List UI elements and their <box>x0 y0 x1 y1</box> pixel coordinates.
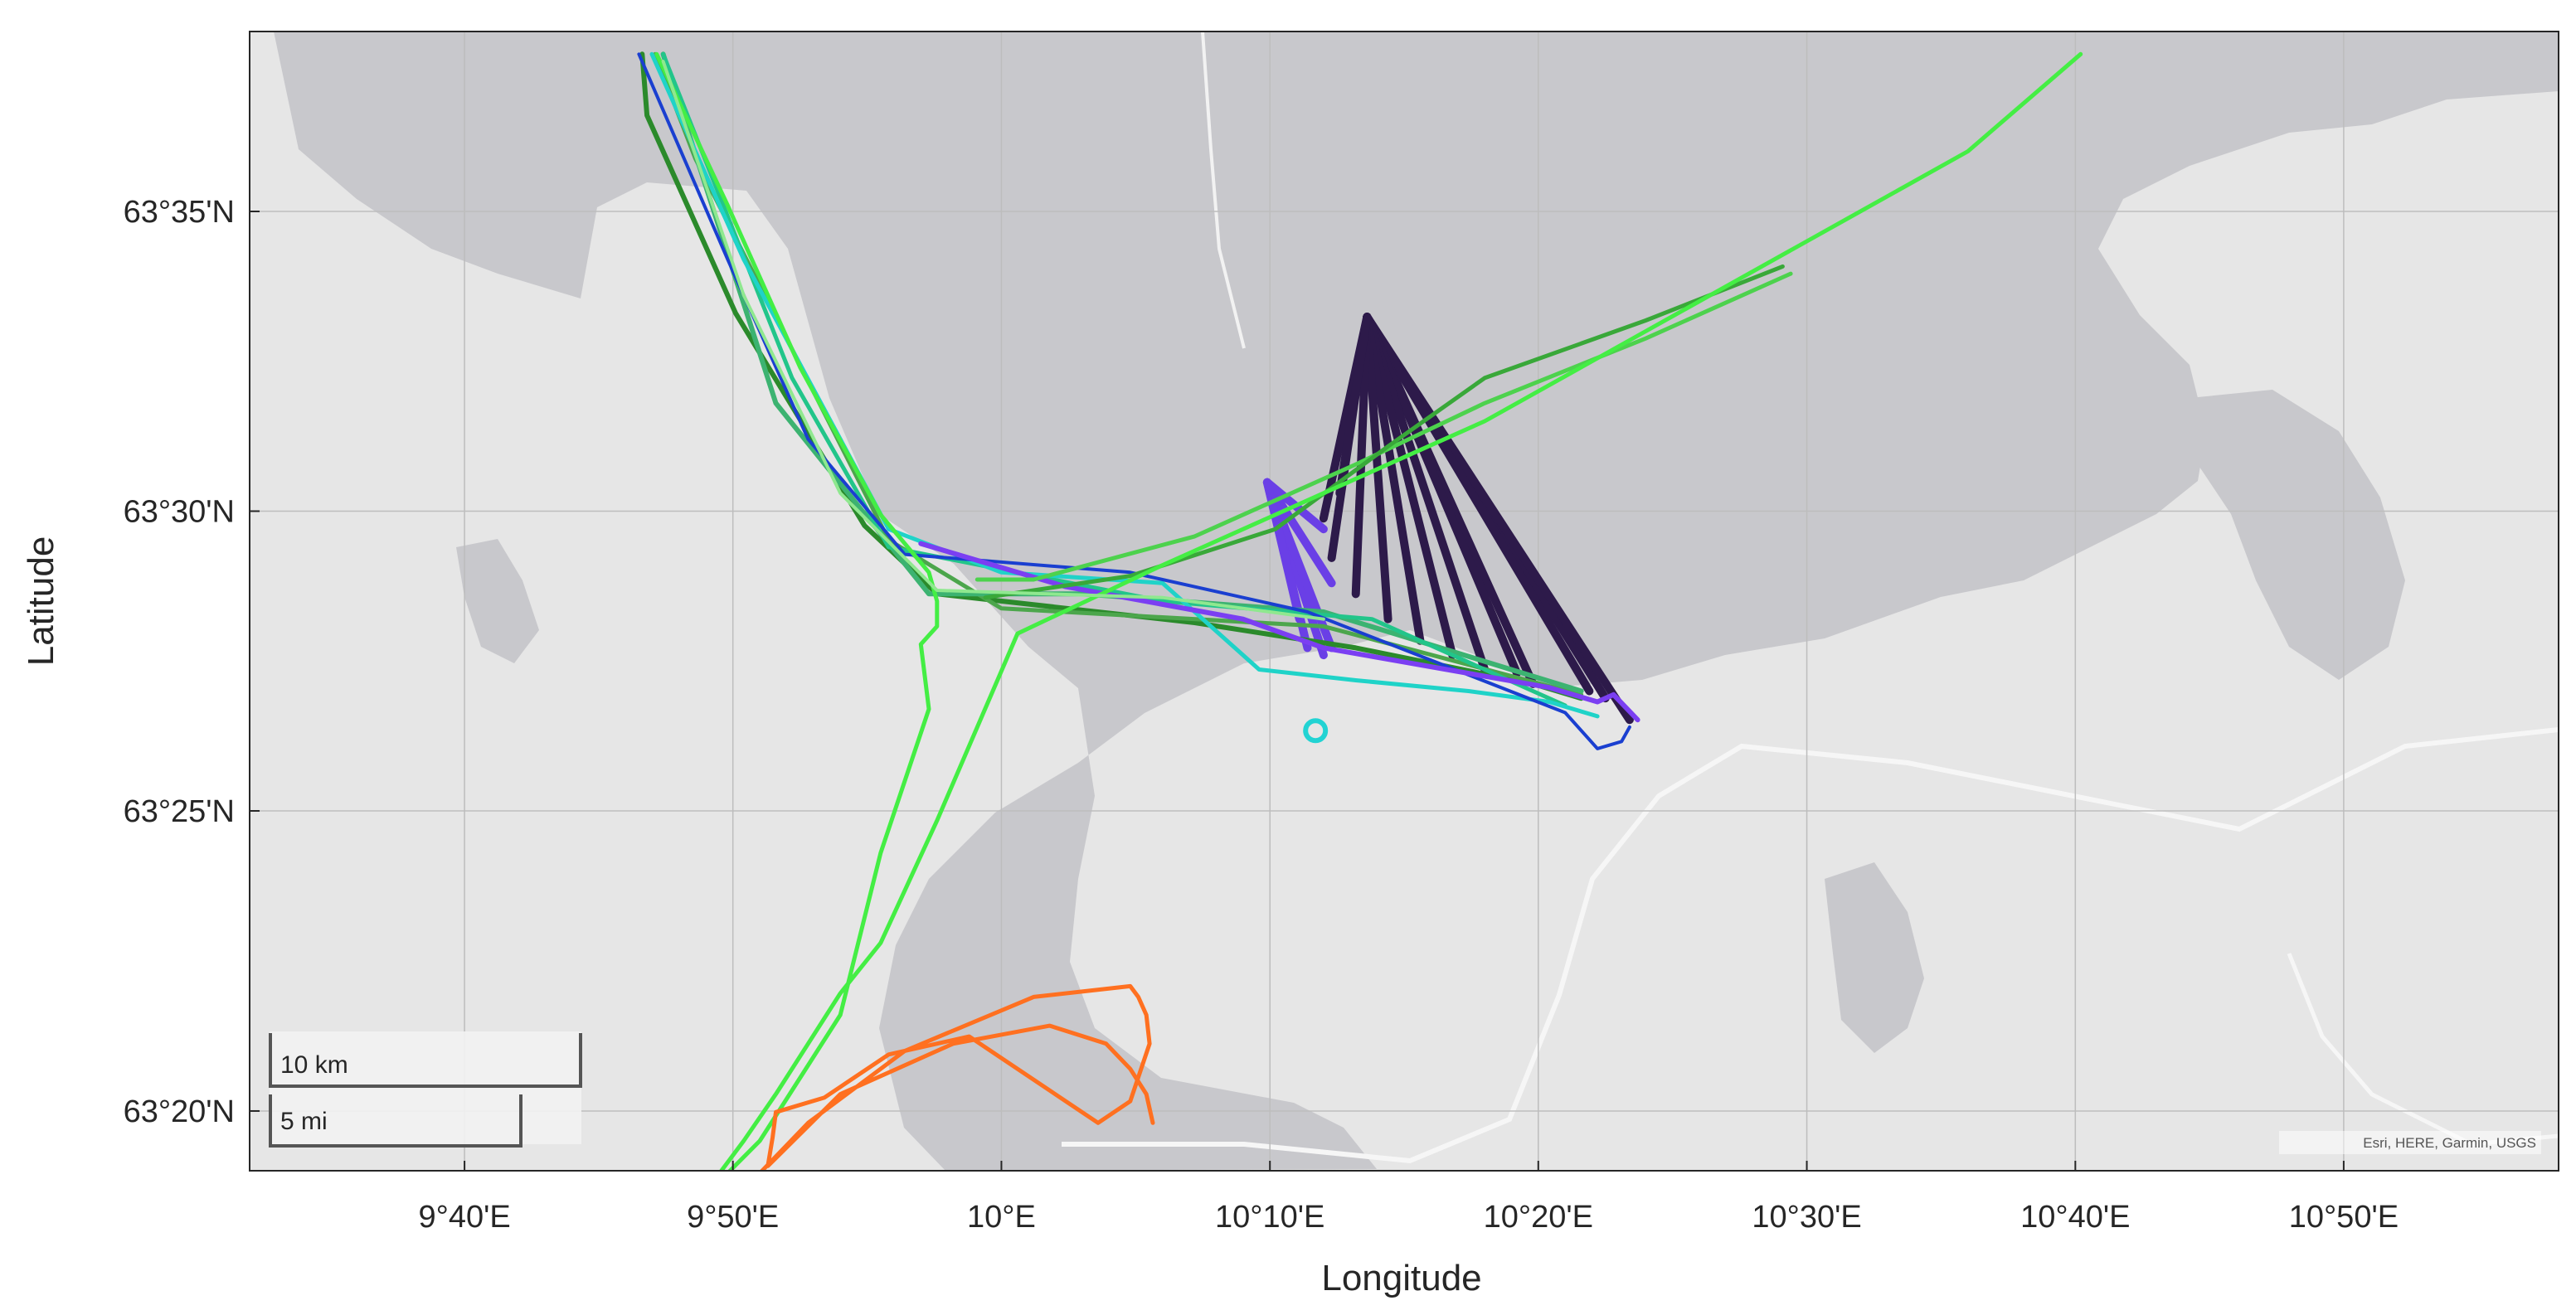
position-marker <box>1303 718 1329 744</box>
track-line-8 <box>983 264 1785 600</box>
scale-bar-km-label: 10 km <box>280 1051 348 1079</box>
basemap-river <box>1201 32 1246 349</box>
track-line-11 <box>759 983 1155 1171</box>
basemap-water-outer <box>796 32 2032 564</box>
basemap <box>250 32 2559 1171</box>
track-line-9 <box>654 51 2083 1171</box>
track-fan-0 <box>1319 313 1634 725</box>
basemap-road <box>1062 727 2559 1164</box>
scale-bar-mi-line <box>269 1094 522 1148</box>
basemap-water-lake-west <box>456 539 539 663</box>
track-fan-0-leg-2 <box>1363 313 1594 696</box>
x-tick-label-0: 9°40'E <box>418 1200 510 1235</box>
track-line-5 <box>637 52 1631 750</box>
track-fan-0-leg-9 <box>1351 313 1372 599</box>
scale-bar-km-line <box>269 1033 582 1088</box>
y-tick-label-1: 63°30'N <box>124 495 235 530</box>
track-line-7 <box>975 271 1793 582</box>
x-tick-label-4: 10°20'E <box>1484 1200 1593 1235</box>
track-fan-0-leg-7 <box>1363 313 1425 645</box>
x-axis-title: Longitude <box>1321 1258 1481 1298</box>
y-tick-label-0: 63°35'N <box>124 195 235 230</box>
x-tick-label-3: 10°10'E <box>1215 1200 1324 1235</box>
track-fan-0-leg-6 <box>1363 313 1457 660</box>
y-tick-label-3: 63°20'N <box>124 1094 235 1129</box>
x-tick-label-2: 10°E <box>967 1200 1036 1235</box>
track-line-6 <box>918 541 1640 723</box>
basemap-credit: Esri, HERE, Garmin, USGS <box>2363 1135 2536 1151</box>
x-tick-label-5: 10°30'E <box>1752 1200 1861 1235</box>
x-tick-label-6: 10°40'E <box>2020 1200 2130 1235</box>
track-fan-0-leg-5 <box>1363 313 1490 674</box>
vessel-tracks <box>637 51 2083 1171</box>
y-tick-label-2: 63°25'N <box>124 794 235 829</box>
track-fan-0-leg-4 <box>1363 313 1521 677</box>
scale-bar-mi-label: 5 mi <box>280 1108 328 1135</box>
basemap-water-lake-east <box>2190 390 2405 680</box>
track-line-10 <box>661 60 1325 621</box>
track-fan-1-leg-3 <box>1262 478 1304 624</box>
x-tick-label-7: 10°50'E <box>2289 1200 2399 1235</box>
tick-labels: 9°40'E 9°50'E 10°E 10°10'E 10°20'E 10°30'E 10°… <box>124 195 2399 1235</box>
x-tick-label-1: 9°50'E <box>687 1200 779 1235</box>
scale-bar: 10 km 5 mi <box>269 1031 582 1148</box>
basemap-water-lake-south <box>1825 862 1924 1053</box>
credit-background <box>2279 1131 2541 1154</box>
track-fan-0-leg-12 <box>1335 313 1372 497</box>
plot-frame <box>249 31 2559 1172</box>
y-axis-title: Latitude <box>21 536 61 667</box>
